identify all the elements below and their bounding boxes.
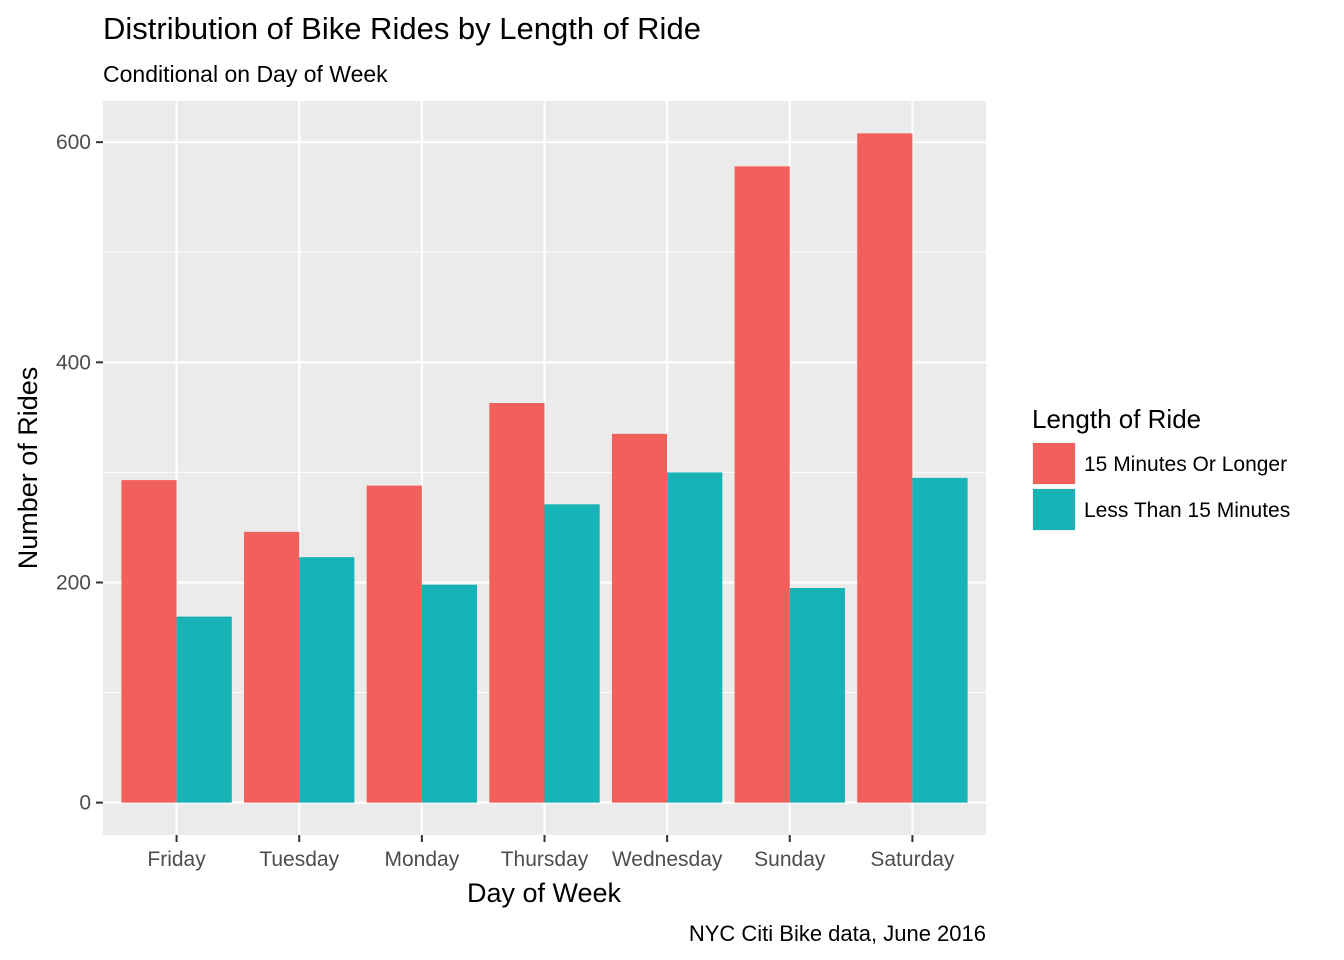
bar-saturday-less-than-15-minutes: [912, 477, 968, 803]
chart-caption: NYC Citi Bike data, June 2016: [689, 921, 986, 946]
legend: Length of Ride 15 Minutes Or Longer Less…: [1032, 404, 1290, 531]
bar-thursday-15-minutes-or-longer: [489, 403, 545, 803]
legend-label-15-minutes-or-longer: 15 Minutes Or Longer: [1084, 453, 1287, 476]
x-tick-label: Thursday: [501, 848, 589, 871]
x-tick-label: Wednesday: [612, 848, 723, 871]
bar-thursday-less-than-15-minutes: [544, 504, 600, 803]
bar-monday-15-minutes-or-longer: [366, 485, 422, 803]
x-axis-title: Day of Week: [467, 878, 622, 908]
bar-wednesday-less-than-15-minutes: [667, 472, 723, 803]
x-tick-label: Monday: [385, 848, 460, 871]
legend-label-less-than-15-minutes: Less Than 15 Minutes: [1084, 499, 1290, 522]
x-tick-label: Tuesday: [259, 848, 339, 871]
legend-swatch-15-minutes-or-longer: [1033, 443, 1075, 484]
bar-tuesday-15-minutes-or-longer: [244, 531, 300, 803]
x-tick-label: Saturday: [870, 848, 955, 871]
x-tick-label: Sunday: [754, 848, 826, 871]
bar-friday-less-than-15-minutes: [176, 616, 232, 803]
bar-sunday-15-minutes-or-longer: [734, 166, 790, 803]
bar-wednesday-15-minutes-or-longer: [611, 433, 668, 803]
bar-tuesday-less-than-15-minutes: [299, 557, 355, 803]
y-axis-ticks: 0 200 400 600: [56, 131, 103, 815]
legend-title: Length of Ride: [1032, 404, 1201, 434]
x-tick-label: Friday: [147, 848, 206, 871]
bar-friday-15-minutes-or-longer: [121, 480, 177, 803]
legend-swatch-less-than-15-minutes: [1033, 489, 1075, 530]
bar-saturday-15-minutes-or-longer: [857, 133, 913, 803]
bar-sunday-less-than-15-minutes: [789, 587, 845, 803]
bar-monday-less-than-15-minutes: [421, 584, 478, 803]
y-tick-label: 400: [56, 351, 91, 374]
x-axis-ticks: Friday Tuesday Monday Thursday Wednesday Sund…: [147, 835, 955, 871]
y-tick-label: 200: [56, 571, 91, 594]
y-axis-title: Number of Rides: [13, 367, 43, 570]
chart-title: Distribution of Bike Rides by Length of …: [103, 11, 701, 46]
chart-subtitle: Conditional on Day of Week: [103, 61, 388, 87]
y-tick-label: 600: [56, 131, 91, 154]
bars: [121, 133, 968, 803]
y-tick-label: 0: [79, 792, 91, 815]
